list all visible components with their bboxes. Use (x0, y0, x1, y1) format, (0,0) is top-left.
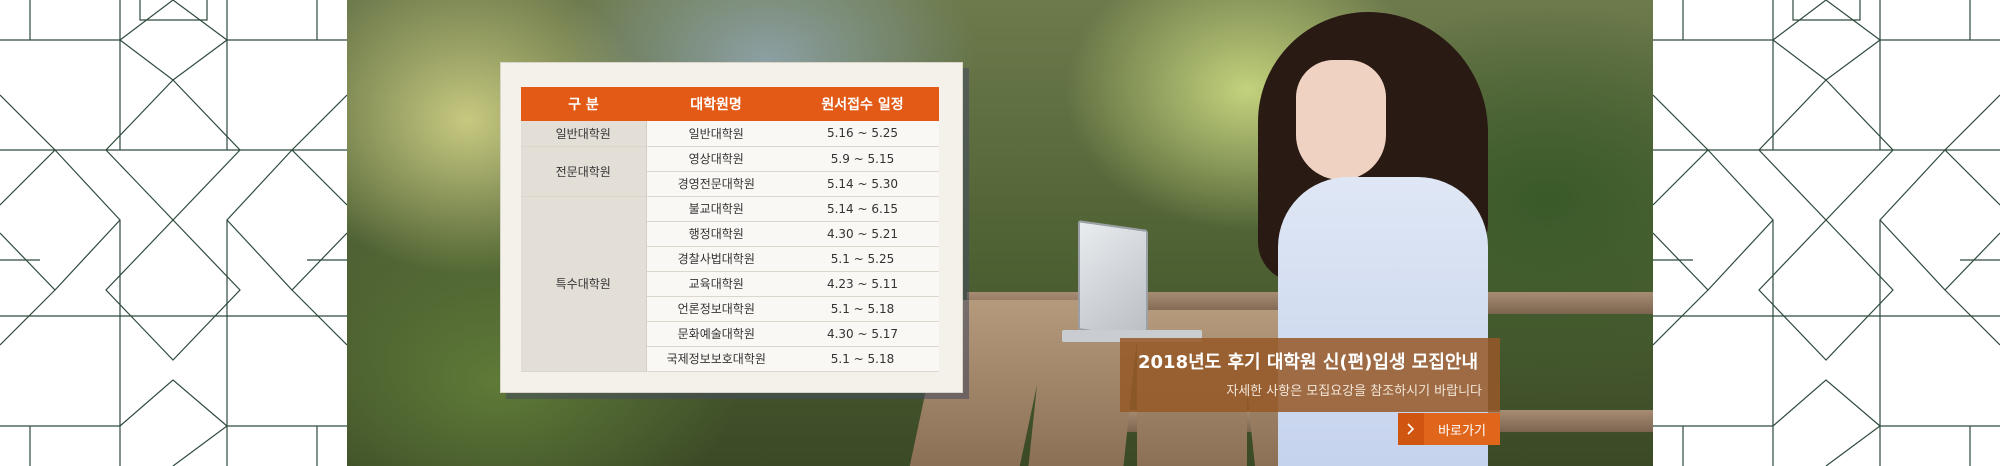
school-name-cell: 영상대학원 (646, 146, 786, 172)
application-dates-cell: 4.30 ~ 5.21 (786, 221, 939, 247)
school-name-cell: 교육대학원 (646, 271, 786, 297)
header-school-name: 대학원명 (646, 87, 786, 121)
face (1296, 60, 1386, 180)
table-row: 언론정보대학원 5.1 ~ 5.18 (521, 296, 939, 322)
go-to-button-label: 바로가기 (1438, 423, 1486, 439)
application-schedule-panel: 구 분 대학원명 원서접수 일정 일반대학원 일반대학원 5.16 ~ 5.25 전문… (500, 62, 963, 393)
school-name-cell: 불교대학원 (646, 196, 786, 222)
application-dates-cell: 5.1 ~ 5.18 (786, 346, 939, 372)
table-row: 경찰사법대학원 5.1 ~ 5.25 (521, 246, 939, 272)
application-dates-cell: 5.9 ~ 5.15 (786, 146, 939, 172)
header-application-dates: 원서접수 일정 (786, 87, 939, 121)
school-name-cell: 언론정보대학원 (646, 296, 786, 322)
table-row: 전문대학원 영상대학원 5.9 ~ 5.15 (521, 146, 939, 197)
left-decorative-pattern (0, 0, 347, 466)
category-cell: 일반대학원 (521, 121, 647, 147)
table-row: 경영전문대학원 5.14 ~ 5.30 (521, 171, 939, 197)
application-dates-cell: 5.1 ~ 5.25 (786, 246, 939, 272)
go-to-button[interactable]: 바로가기 (1398, 413, 1500, 445)
notice-title: 2018년도 후기 대학원 신(편)입생 모집안내 (1138, 352, 1479, 373)
table-row: 국제정보보호대학원 5.1 ~ 5.18 (521, 346, 939, 372)
table-row: 문화예술대학원 4.30 ~ 5.17 (521, 321, 939, 347)
table-header-row: 구 분 대학원명 원서접수 일정 (521, 87, 939, 121)
category-cell: 전문대학원 (521, 146, 647, 197)
header-category: 구 분 (521, 87, 646, 121)
student-figure (1258, 12, 1498, 466)
laptop-screen (1078, 220, 1148, 340)
lattice-pattern-right (1653, 0, 2000, 466)
school-name-cell: 경찰사법대학원 (646, 246, 786, 272)
school-name-cell: 문화예술대학원 (646, 321, 786, 347)
school-name-cell: 국제정보보호대학원 (646, 346, 786, 372)
right-decorative-pattern (1653, 0, 2000, 466)
school-name-cell: 일반대학원 (646, 121, 786, 147)
application-dates-cell: 5.16 ~ 5.25 (786, 121, 939, 147)
table-row: 일반대학원 일반대학원 5.16 ~ 5.25 (521, 121, 939, 147)
application-dates-cell: 5.1 ~ 5.18 (786, 296, 939, 322)
application-schedule-table: 구 분 대학원명 원서접수 일정 일반대학원 일반대학원 5.16 ~ 5.25 전문… (521, 87, 939, 372)
notice-subtitle: 자세한 사항은 모집요강을 참조하시기 바랍니다 (1226, 384, 1482, 399)
category-cell: 특수대학원 (521, 196, 647, 372)
table-row: 특수대학원 불교대학원 5.14 ~ 6.15 (521, 196, 939, 372)
schedule-table-body: 일반대학원 일반대학원 5.16 ~ 5.25 전문대학원 영상대학원 5.9 ~ 5.1… (521, 121, 939, 372)
table-row: 행정대학원 4.30 ~ 5.21 (521, 221, 939, 247)
hero-photo-banner (347, 0, 1653, 466)
school-name-cell: 경영전문대학원 (646, 171, 786, 197)
application-dates-cell: 5.14 ~ 5.30 (786, 171, 939, 197)
application-dates-cell: 4.23 ~ 5.11 (786, 271, 939, 297)
application-dates-cell: 4.30 ~ 5.17 (786, 321, 939, 347)
application-dates-cell: 5.14 ~ 6.15 (786, 196, 939, 222)
chevron-right-icon (1398, 413, 1424, 445)
table-row: 교육대학원 4.23 ~ 5.11 (521, 271, 939, 297)
lattice-pattern-left (0, 0, 347, 466)
admission-notice-box: 2018년도 후기 대학원 신(편)입생 모집안내 자세한 사항은 모집요강을 … (1120, 338, 1500, 412)
school-name-cell: 행정대학원 (646, 221, 786, 247)
